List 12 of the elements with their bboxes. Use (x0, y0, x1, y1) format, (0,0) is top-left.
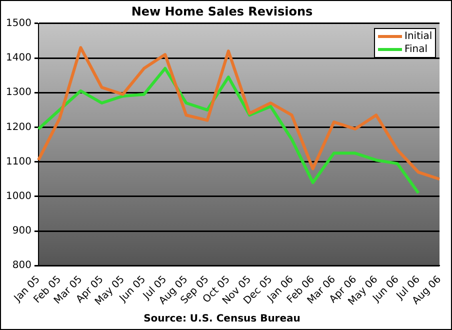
y-tick-label: 1500 (6, 18, 32, 29)
legend-label: Initial (404, 30, 432, 44)
y-tick-label: 1000 (6, 191, 32, 202)
y-tick-label: 800 (12, 260, 32, 272)
y-tick-label: 900 (12, 226, 32, 237)
source-note: Source: U.S. Census Bureau (144, 314, 300, 325)
y-tick-label: 1200 (6, 122, 32, 133)
y-tick-label: 1100 (6, 156, 32, 168)
y-tick-label: 1400 (6, 52, 32, 64)
legend-label: Final (404, 43, 428, 56)
y-tick-label: 1300 (6, 87, 32, 98)
chart-title: New Home Sales Revisions (131, 4, 313, 18)
